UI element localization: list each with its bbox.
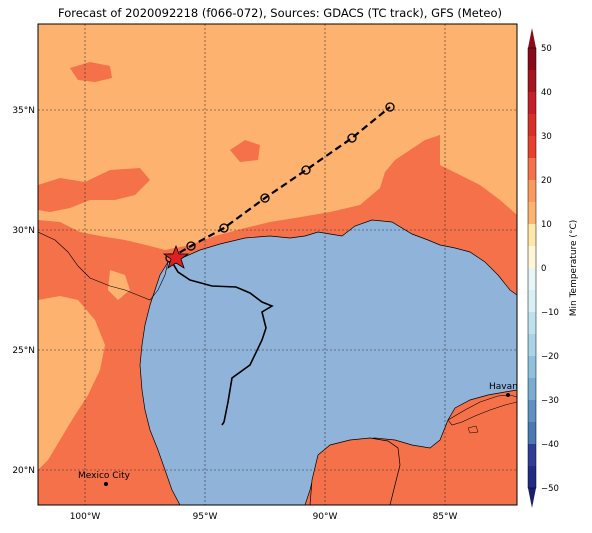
mexico-us-border (38, 231, 169, 301)
land-hot-patch-tx (38, 168, 150, 212)
storm-position-star (162, 244, 190, 269)
lat-label: 25°N (12, 346, 35, 356)
lon-label: 95°W (193, 512, 218, 522)
lon-label: 90°W (313, 512, 338, 522)
map-panel: Havana Mexico City (38, 24, 523, 505)
havana-marker (506, 393, 510, 397)
track-point (219, 223, 229, 233)
mexico-city-marker (104, 482, 108, 486)
forecast-track-line (169, 106, 391, 259)
colorbar: 50 40 30 20 10 0 −10 −20 −30 −40 −50 Min… (527, 28, 579, 508)
cuba-island (447, 394, 517, 426)
colorbar-tick: 0 (541, 264, 546, 274)
isle-of-youth (467, 425, 479, 434)
colorbar-top-triangle (528, 28, 536, 48)
city-label-havana: Havana (489, 382, 523, 392)
colorbar-label: Min Temperature (°C) (569, 220, 579, 317)
colorbar-ticks: 50 40 30 20 10 0 −10 −20 −30 −40 −50 (541, 44, 559, 494)
colorbar-tick: −10 (541, 308, 559, 318)
land-hot-patch-small (70, 62, 112, 82)
lat-labels: 35°N 30°N 25°N 20°N (12, 106, 35, 476)
lat-label: 30°N (12, 226, 35, 236)
city-label-mexico-city: Mexico City (78, 471, 131, 481)
lon-labels: 100°W 95°W 90°W 85°W (70, 512, 458, 522)
land-warm-patch-mx (38, 296, 105, 470)
colorbar-bottom-triangle (528, 488, 536, 508)
graticule (38, 24, 517, 505)
yucatan-land (309, 437, 401, 505)
colorbar-tick: 10 (541, 220, 552, 230)
track-point (301, 165, 311, 175)
lat-label: 35°N (12, 106, 35, 116)
track-point (385, 102, 395, 112)
track-point (260, 193, 270, 203)
lon-label: 100°W (70, 512, 101, 522)
colorbar-tick: −20 (541, 352, 559, 362)
colorbar-tick: −30 (541, 396, 559, 406)
figure-title: Forecast of 2020092218 (f066-072), Sourc… (58, 6, 502, 20)
map-frame (37, 23, 518, 506)
track-point (186, 241, 196, 251)
track-point (347, 133, 357, 143)
colorbar-tick: −50 (541, 484, 559, 494)
land-hot-patch-north (230, 140, 260, 162)
lat-label: 20°N (12, 466, 35, 476)
past-track-line (171, 261, 274, 426)
colorbar-tick: −40 (541, 440, 559, 450)
colorbar-tick: 30 (541, 132, 552, 142)
colorbar-tick: 40 (541, 88, 552, 98)
colorbar-tick: 50 (541, 44, 552, 54)
gulf-sea (139, 219, 517, 505)
lon-label: 85°W (433, 512, 458, 522)
colorbar-tick: 20 (541, 176, 552, 186)
land-warm-patch-mx2 (108, 270, 130, 300)
